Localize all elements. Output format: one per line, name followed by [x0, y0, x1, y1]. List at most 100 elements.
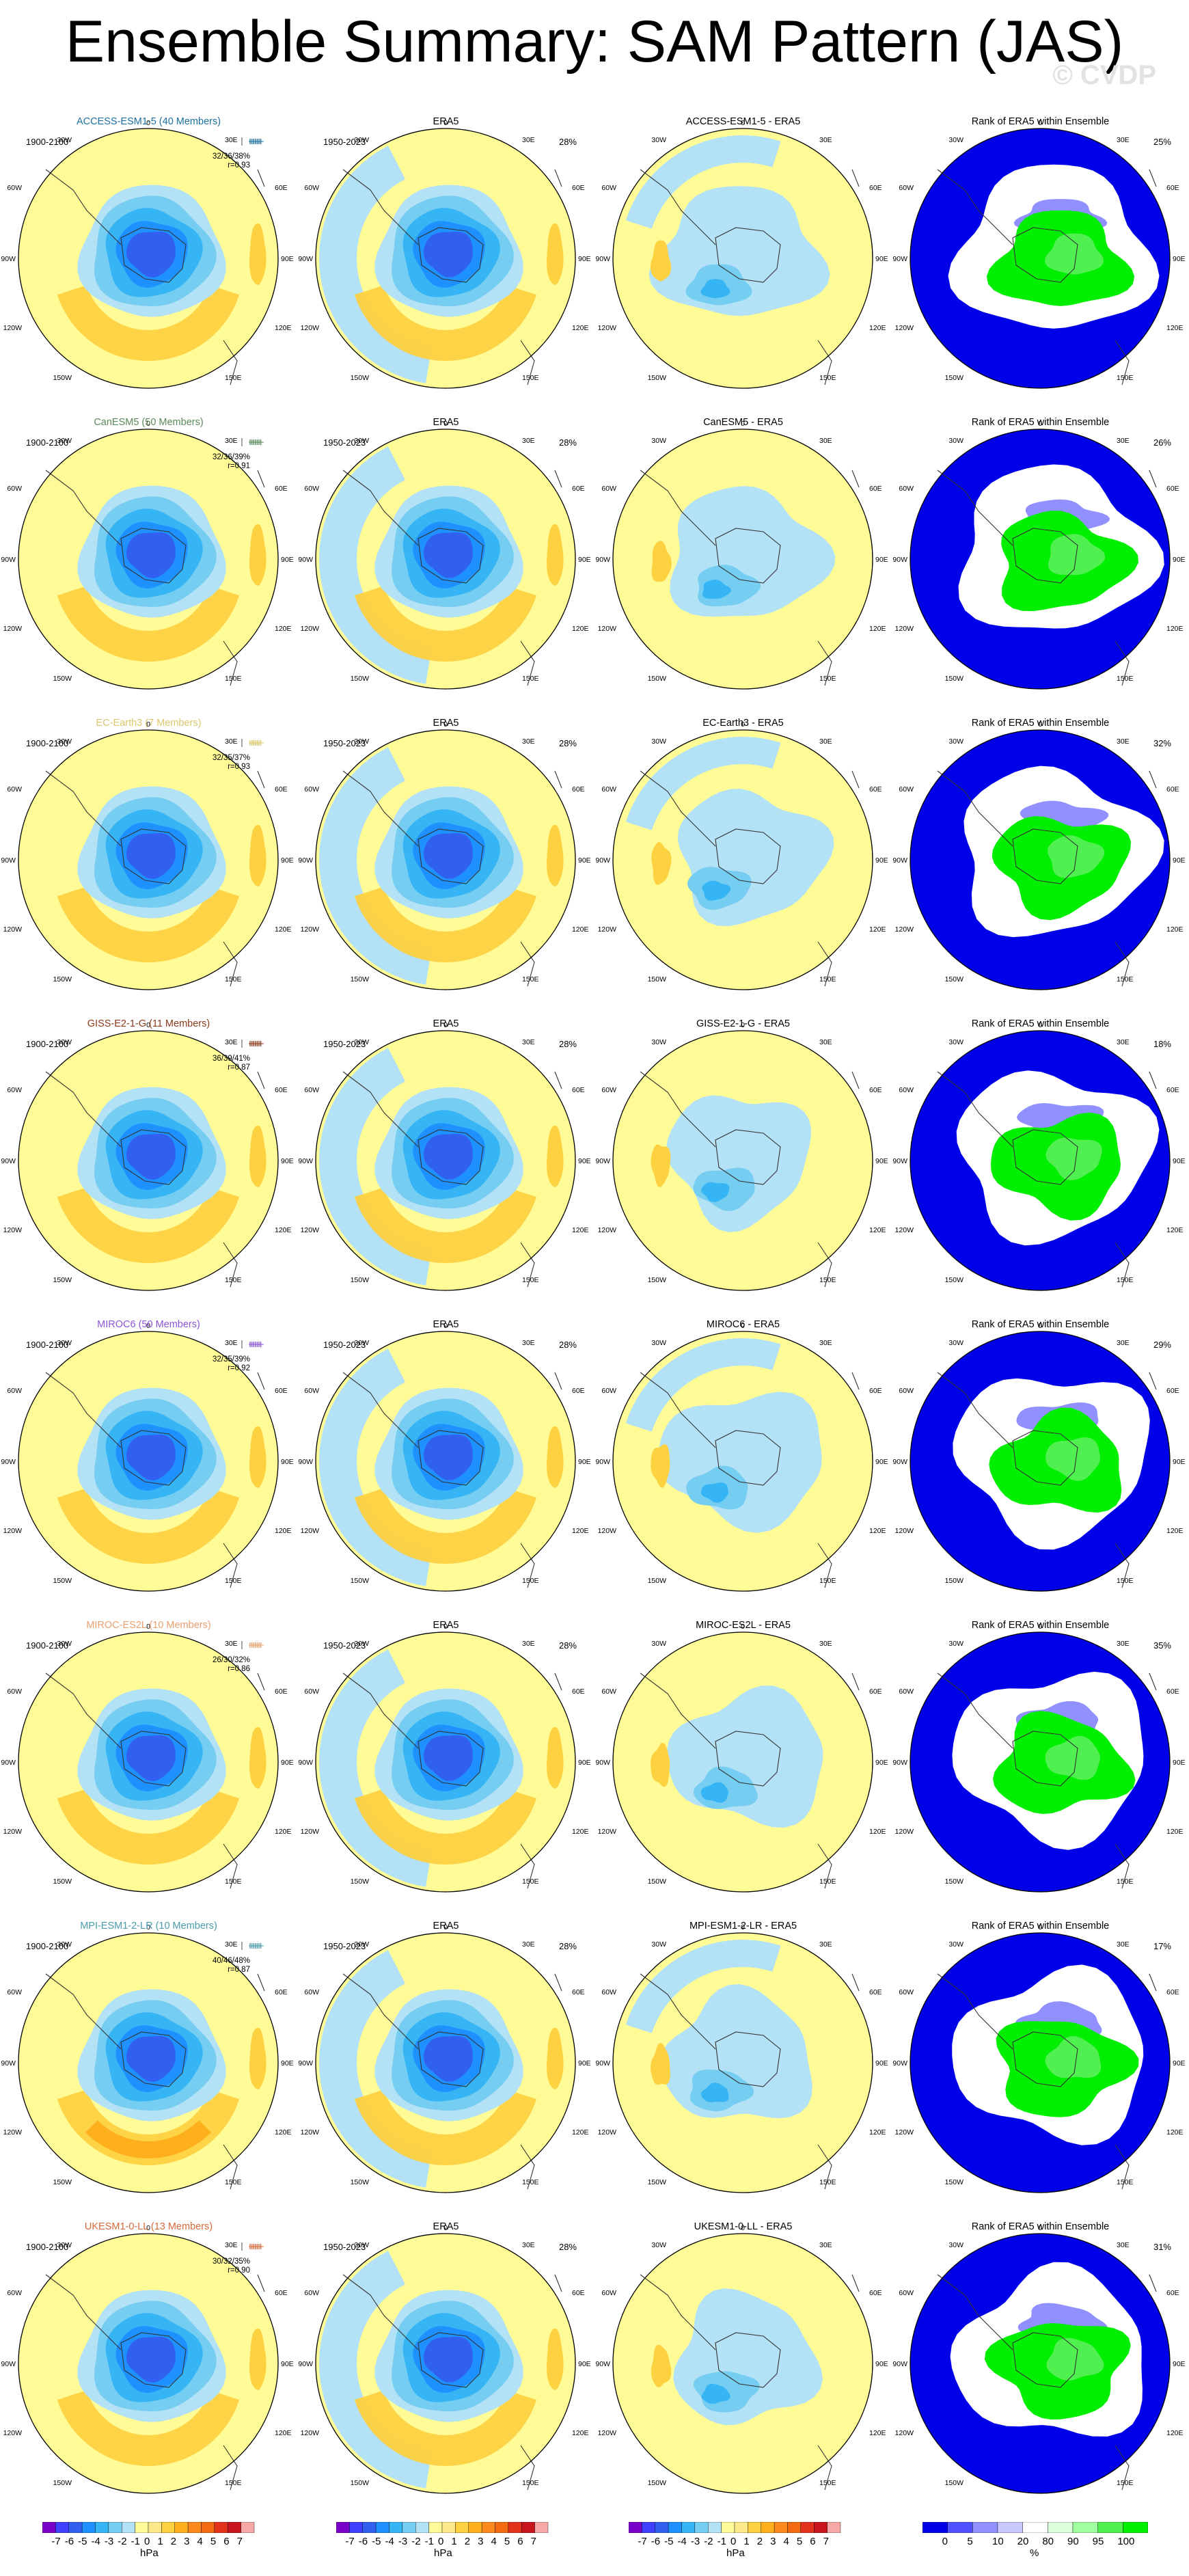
- antarctica-coast: [120, 227, 187, 283]
- colorbar-swatch: [1097, 2521, 1123, 2534]
- rank-percent: 17%: [1153, 1941, 1171, 1951]
- longitude-label: 30E: [225, 136, 238, 144]
- longitude-label: 30E: [1117, 136, 1130, 144]
- longitude-label: 90W: [892, 2059, 907, 2067]
- antarctica-coast: [1012, 2332, 1078, 2388]
- longitude-label: 60E: [1166, 184, 1179, 192]
- antarctica-coast: [120, 528, 187, 584]
- longitude-label: 60E: [275, 1387, 288, 1395]
- longitude-label: 150W: [648, 675, 667, 683]
- south-america-coast: [937, 1372, 1013, 1448]
- africa-coast: [257, 1372, 265, 1390]
- longitude-label: 60E: [275, 785, 288, 794]
- colorbar-swatch: [122, 2521, 135, 2534]
- longitude-label: 180: [142, 2497, 154, 2498]
- longitude-label: 120E: [869, 324, 886, 332]
- diff-negative-arc: [625, 1338, 781, 1432]
- longitude-label: 120W: [3, 1226, 23, 1234]
- map-boundary: [315, 429, 576, 690]
- obs-panel: 0 180 30W 30E 60W 60E 90W 90E 120W 120E 150W 150E ER…: [297, 92, 594, 393]
- colorbar-tick-label: 80: [1042, 2536, 1054, 2547]
- positive-crescent-core: [85, 2120, 211, 2158]
- pattern-correlation-inset: [241, 438, 264, 446]
- difference-title: UKESM1-0-LL - ERA5: [694, 2221, 793, 2232]
- longitude-label: 60W: [7, 785, 22, 794]
- longitude-label: 120W: [3, 2429, 23, 2437]
- longitude-label: 30E: [522, 1339, 535, 1347]
- longitude-label: 60W: [304, 2289, 319, 2297]
- longitude-label: 180: [737, 2196, 749, 2197]
- longitude-label: 180: [439, 2196, 452, 2197]
- longitude-label: 0: [146, 1623, 150, 1631]
- longitude-label: 90W: [595, 1458, 610, 1466]
- obs-title: ERA5: [433, 718, 459, 729]
- longitude-label: 60E: [572, 1988, 585, 1996]
- inset-container: [241, 737, 268, 769]
- longitude-label: 60E: [1166, 785, 1179, 794]
- longitude-label: 90W: [892, 856, 907, 865]
- hpa-colorbar: -7 -6 -5 -4 -3 -2 -1 0 1 2 3 4 5 6 7 hPa: [42, 2521, 261, 2559]
- south-america-coast: [640, 1973, 716, 2050]
- longitude-label: 60W: [899, 1687, 914, 1696]
- rank-percent: 25%: [1153, 137, 1171, 147]
- longitude-label: 120E: [572, 625, 589, 633]
- rank-percent: 32%: [1153, 738, 1171, 748]
- africa-coast: [554, 770, 562, 789]
- longitude-label: 120E: [1166, 625, 1184, 633]
- colorbar-swatch: [708, 2521, 722, 2534]
- longitude-label: 60E: [572, 1086, 585, 1094]
- colorbar-swatch: [455, 2521, 469, 2534]
- antarctica-coast: [715, 828, 781, 884]
- longitude-label: 120E: [1166, 324, 1184, 332]
- colorbar-swatch: [1022, 2521, 1048, 2534]
- pattern-correlation-stat: r=0.93: [228, 763, 250, 771]
- longitude-label: 30W: [651, 737, 666, 746]
- longitude-label: 30W: [651, 1940, 666, 1949]
- longitude-label: 60E: [572, 2289, 585, 2297]
- africa-coast: [257, 770, 265, 789]
- australia-nz-coast: [1115, 941, 1130, 987]
- longitude-label: 0: [146, 1923, 150, 1931]
- antarctica-coast: [1012, 1129, 1078, 1185]
- longitude-label: 150E: [225, 1877, 242, 1886]
- longitude-label: 60E: [869, 1687, 882, 1696]
- colorbar-tick-label: 2: [170, 2536, 177, 2547]
- longitude-label: 60W: [601, 2289, 616, 2297]
- longitude-label: 60E: [1166, 1086, 1179, 1094]
- positive-crescent: [57, 1789, 240, 1865]
- map-boundary: [910, 729, 1171, 990]
- longitude-label: 60W: [304, 184, 319, 192]
- longitude-label: 90E: [875, 1157, 888, 1165]
- colorbar-tick-label: 2: [756, 2536, 763, 2547]
- map-canvas: 0 180 30W 30E 60W 60E 90W 90E 120W 120E 150W 150E: [892, 720, 1185, 994]
- longitude-label: 120E: [275, 925, 292, 934]
- colorbar-unit: hPa: [726, 2547, 745, 2559]
- colorbar-swatch: [628, 2521, 642, 2534]
- longitude-label: 0: [741, 119, 745, 127]
- longitude-label: 30E: [819, 1640, 832, 1648]
- obs-percent-variance: 28%: [558, 137, 577, 147]
- longitude-label: 0: [443, 119, 448, 127]
- colorbar-swatch: [521, 2521, 535, 2534]
- colorbar-swatch: [241, 2521, 255, 2534]
- longitude-label: 60W: [304, 785, 319, 794]
- longitude-label: 150E: [522, 1877, 539, 1886]
- colorbar-tick-label: -4: [385, 2536, 394, 2547]
- colorbar-swatch: [228, 2521, 241, 2534]
- pattern-correlation-stat: r=0.86: [228, 1665, 250, 1673]
- map-boundary: [612, 128, 873, 389]
- colorbar-swatch: [349, 2521, 363, 2534]
- negative-contour: [126, 1134, 176, 1180]
- longitude-label: 150W: [648, 2479, 667, 2487]
- colorbar-swatch: [681, 2521, 696, 2534]
- period-label: 1950-2023: [323, 1340, 366, 1350]
- longitude-label: 120W: [598, 324, 617, 332]
- longitude-label: 180: [1034, 1595, 1046, 1596]
- longitude-label: 90E: [1173, 1759, 1186, 1767]
- longitude-label: 120E: [572, 1527, 589, 1535]
- pattern-correlation-inset: [241, 1340, 264, 1348]
- longitude-label: 90W: [298, 556, 313, 564]
- colorbar-tick-label: -5: [664, 2536, 674, 2547]
- longitude-label: 150E: [225, 675, 242, 683]
- longitude-label: 60W: [304, 1086, 319, 1094]
